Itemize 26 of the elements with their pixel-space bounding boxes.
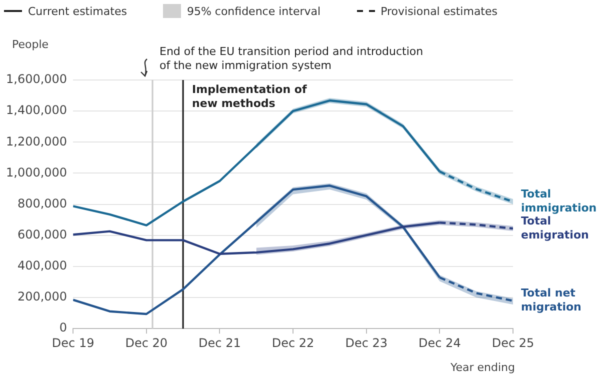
y-tick-label: 800,000 (17, 196, 68, 210)
series-label: Total emigration (521, 214, 589, 242)
y-tick-label: 1,000,000 (6, 165, 68, 180)
x-tick-label: Dec 21 (198, 336, 241, 350)
series-label: Total net migration (521, 286, 582, 314)
ref-line-label: End of the EU transition period and introduction of the new immigration system (160, 44, 424, 72)
x-tick-label: Dec 23 (345, 336, 388, 350)
text: Provisional estimates (380, 4, 498, 18)
text: 95% confidence interval (186, 4, 321, 18)
x-tick-label: Dec 22 (272, 336, 314, 350)
y-tick-label: 0 (59, 320, 68, 335)
y-tick-label: 1,200,000 (6, 134, 68, 148)
y-tick-label: 400,000 (17, 258, 68, 273)
text: Current estimates (28, 4, 127, 18)
y-tick-label: 1,400,000 (6, 103, 68, 118)
series-label: Total immigration (521, 188, 597, 215)
y-tick-label: 600,000 (17, 228, 68, 242)
y-tick-label: 200,000 (17, 290, 68, 304)
x-tick-label: Dec 19 (52, 336, 94, 350)
y-axis-title: People (12, 38, 49, 51)
y-tick-label: 1,600,000 (6, 72, 68, 86)
x-tick-label: Dec 24 (418, 336, 461, 350)
x-tick-label: Dec 20 (125, 336, 168, 350)
x-tick-label: Dec 25 (492, 336, 534, 350)
ref-line-label: Implementation of new methods (192, 82, 307, 110)
x-axis-title: Year ending (449, 360, 515, 374)
